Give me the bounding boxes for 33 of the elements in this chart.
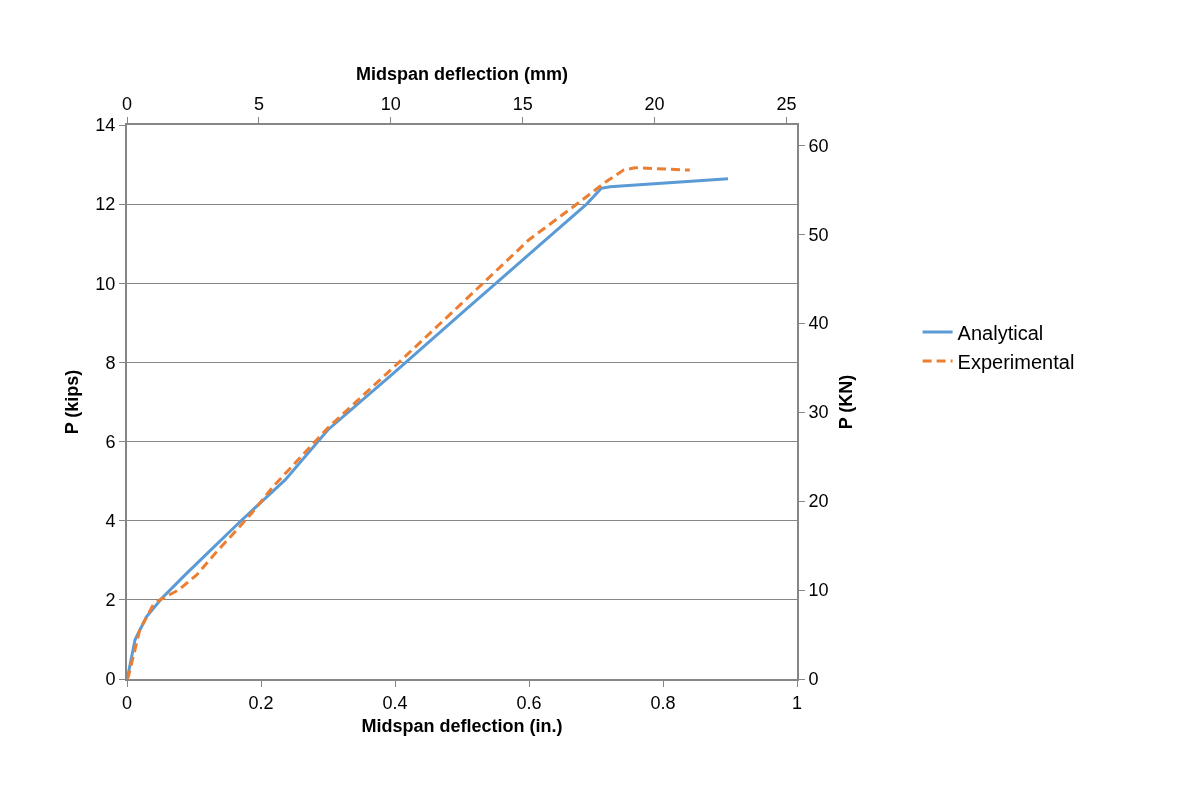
x-axis-title: Midspan deflection (in.) (361, 716, 563, 737)
y-tick-label: 8 (105, 352, 116, 373)
y-tick-label: 14 (95, 115, 116, 136)
y2-tick-label: 50 (808, 224, 829, 245)
x-tick-label: 0.6 (516, 692, 542, 713)
x2-tick-label: 0 (121, 93, 133, 114)
y-tick-label: 0 (105, 669, 116, 690)
y2-axis-title: P (KN) (836, 374, 857, 430)
x2-tick-label: 25 (776, 93, 797, 114)
legend-label: Analytical (957, 321, 1044, 344)
y-tick-label: 12 (95, 194, 116, 215)
x2-tick-label: 15 (512, 93, 533, 114)
y-axis-title: P (kips) (62, 369, 83, 435)
x2-axis-title: Midspan deflection (mm) (355, 64, 569, 85)
y2-tick-label: 40 (808, 313, 829, 334)
x-tick-label: 1 (791, 692, 803, 713)
y2-tick-label: 30 (808, 402, 829, 423)
y2-tick-label: 60 (808, 135, 829, 156)
y2-tick-label: 20 (808, 491, 829, 512)
y-tick-label: 6 (105, 431, 116, 452)
y-tick-label: 4 (105, 511, 116, 532)
x-tick-label: 0.2 (248, 692, 274, 713)
x-tick-label: 0.4 (382, 692, 408, 713)
x-tick-label: 0 (121, 692, 133, 713)
y2-tick-label: 10 (808, 580, 829, 601)
y-tick-label: 2 (105, 590, 116, 611)
y2-tick-label: 0 (808, 669, 819, 690)
x-tick-label: 0.8 (650, 692, 676, 713)
y-tick-label: 10 (95, 273, 116, 294)
x2-tick-label: 5 (253, 93, 264, 114)
x2-tick-label: 20 (644, 93, 665, 114)
legend-label: Experimental (957, 350, 1075, 373)
x2-tick-label: 10 (380, 93, 401, 114)
